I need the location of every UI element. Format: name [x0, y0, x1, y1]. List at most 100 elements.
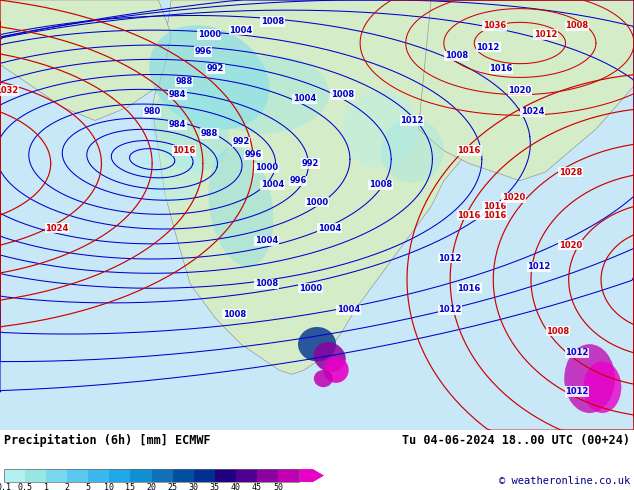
Bar [109, 469, 131, 482]
Text: 1008: 1008 [331, 90, 354, 99]
Text: 1008: 1008 [445, 51, 468, 60]
Bar [215, 469, 236, 482]
Text: 984: 984 [169, 120, 186, 129]
Text: 30: 30 [189, 483, 198, 490]
Text: 1004: 1004 [230, 25, 252, 35]
Bar [257, 469, 278, 482]
Text: 1016: 1016 [458, 146, 481, 155]
Bar [67, 469, 88, 482]
Text: 1020: 1020 [508, 86, 531, 95]
Bar [25, 469, 46, 482]
Text: 1016: 1016 [483, 211, 506, 220]
Text: 15: 15 [126, 483, 136, 490]
Text: 20: 20 [146, 483, 157, 490]
Text: 980: 980 [143, 107, 161, 116]
Text: 1012: 1012 [439, 305, 462, 314]
Text: 1012: 1012 [534, 30, 557, 39]
Text: © weatheronline.co.uk: © weatheronline.co.uk [499, 476, 630, 486]
Text: 25: 25 [167, 483, 178, 490]
Bar [236, 469, 257, 482]
Text: 1004: 1004 [255, 236, 278, 245]
Text: 1000: 1000 [198, 30, 221, 39]
Text: 996: 996 [245, 150, 262, 159]
Text: 10: 10 [105, 483, 114, 490]
Ellipse shape [323, 357, 349, 383]
Text: 1012: 1012 [439, 254, 462, 263]
Text: 992: 992 [232, 138, 250, 147]
Text: 1016: 1016 [172, 146, 195, 155]
Text: 1024: 1024 [521, 107, 544, 116]
Bar [152, 469, 172, 482]
Bar [172, 469, 193, 482]
Ellipse shape [342, 90, 418, 168]
Ellipse shape [151, 86, 230, 172]
Bar [46, 469, 67, 482]
Text: 1020: 1020 [559, 241, 582, 250]
Ellipse shape [149, 25, 269, 130]
Text: 1016: 1016 [458, 211, 481, 220]
Text: 1004: 1004 [261, 180, 284, 190]
Text: 992: 992 [302, 159, 320, 168]
Text: 0.1: 0.1 [0, 483, 11, 490]
Text: 1036: 1036 [483, 21, 506, 30]
Bar [4, 469, 299, 482]
Text: 35: 35 [210, 483, 220, 490]
Text: 1016: 1016 [458, 284, 481, 293]
Text: 1012: 1012 [527, 262, 550, 271]
Text: 1012: 1012 [401, 116, 424, 125]
Bar [131, 469, 152, 482]
Polygon shape [418, 0, 634, 181]
Text: 1032: 1032 [0, 86, 18, 95]
Text: 1020: 1020 [502, 194, 525, 202]
Text: 1008: 1008 [566, 21, 588, 30]
Ellipse shape [314, 342, 346, 372]
Ellipse shape [139, 140, 203, 204]
Polygon shape [152, 0, 533, 374]
Text: 40: 40 [231, 483, 241, 490]
Ellipse shape [209, 147, 273, 267]
Text: 1024: 1024 [46, 223, 68, 233]
Text: 984: 984 [169, 90, 186, 99]
Text: 988: 988 [200, 129, 218, 138]
Text: 1008: 1008 [255, 279, 278, 289]
Text: 1008: 1008 [369, 180, 392, 190]
Text: 1: 1 [44, 483, 49, 490]
Ellipse shape [314, 370, 333, 387]
Text: 988: 988 [175, 77, 193, 86]
Text: 5: 5 [86, 483, 91, 490]
Text: 1016: 1016 [489, 64, 512, 74]
Text: 1012: 1012 [477, 43, 500, 52]
Bar [4, 469, 25, 482]
Text: 1000: 1000 [299, 284, 322, 293]
Bar [88, 469, 109, 482]
Text: 1016: 1016 [483, 202, 506, 211]
Text: 1000: 1000 [306, 197, 328, 207]
Text: 1004: 1004 [318, 223, 341, 233]
Text: 1008: 1008 [547, 327, 569, 336]
Polygon shape [0, 0, 171, 121]
Text: 45: 45 [252, 483, 262, 490]
Text: Tu 04-06-2024 18..00 UTC (00+24): Tu 04-06-2024 18..00 UTC (00+24) [402, 434, 630, 447]
Ellipse shape [298, 327, 336, 362]
Bar [193, 469, 215, 482]
Text: 1012: 1012 [566, 387, 588, 396]
Text: 1004: 1004 [293, 95, 316, 103]
Ellipse shape [380, 118, 444, 183]
Text: Precipitation (6h) [mm] ECMWF: Precipitation (6h) [mm] ECMWF [4, 434, 210, 447]
Text: 0.5: 0.5 [18, 483, 32, 490]
Text: 992: 992 [207, 64, 224, 74]
Text: 996: 996 [289, 176, 307, 185]
Text: 1012: 1012 [566, 348, 588, 357]
Text: 50: 50 [273, 483, 283, 490]
Ellipse shape [583, 362, 621, 413]
FancyArrow shape [299, 469, 324, 482]
Ellipse shape [204, 56, 329, 134]
Text: 1028: 1028 [559, 168, 582, 176]
Text: 1008: 1008 [261, 17, 284, 26]
Text: 1000: 1000 [255, 163, 278, 172]
Text: 2: 2 [65, 483, 70, 490]
Text: 1008: 1008 [223, 310, 246, 318]
Ellipse shape [564, 344, 615, 413]
Text: 996: 996 [194, 47, 212, 56]
Bar [278, 469, 299, 482]
